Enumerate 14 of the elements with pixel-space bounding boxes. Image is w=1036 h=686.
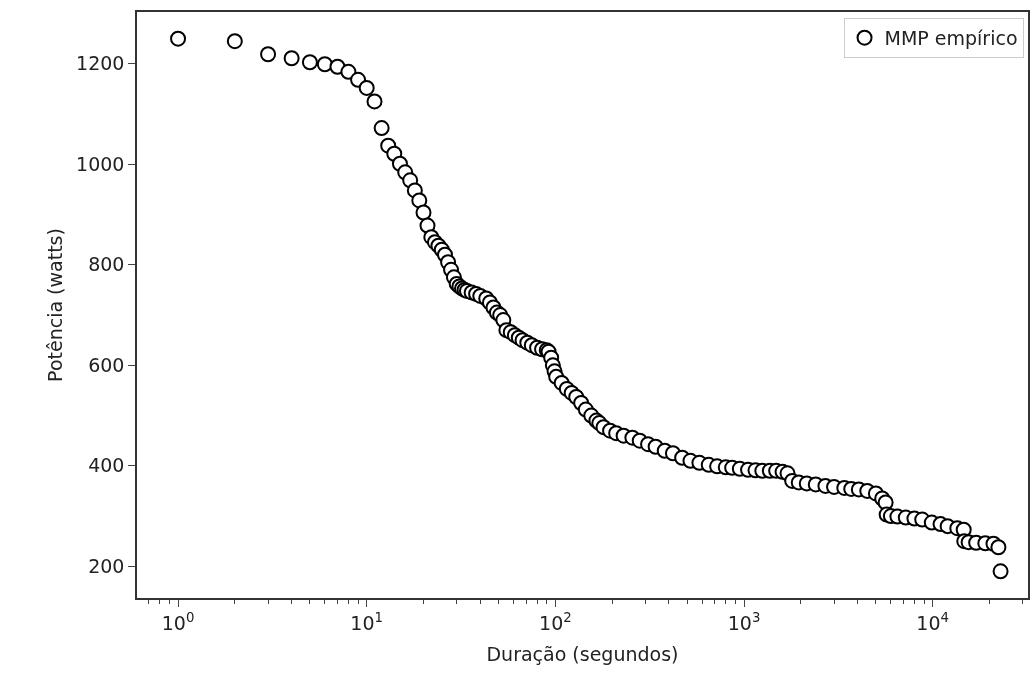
x-tick-label: 10$^{1}$ xyxy=(350,609,384,634)
x-tick-label: 10$^{0}$ xyxy=(161,609,195,634)
x-tick-label: 10$^{4}$ xyxy=(916,609,950,634)
y-tick-label: 800 xyxy=(88,253,125,276)
y-tick-label: 600 xyxy=(88,353,125,376)
legend-label: MMP empírico xyxy=(884,27,1018,50)
x-tick-label: 10$^{2}$ xyxy=(539,609,572,634)
x-tick-label: 10$^{3}$ xyxy=(727,609,761,634)
y-axis-title: Potência (watts) xyxy=(44,228,67,382)
y-tick-label: 400 xyxy=(88,454,125,477)
y-tick-label: 1200 xyxy=(76,52,125,75)
y-tick-label: 200 xyxy=(88,554,125,577)
y-tick-label: 1000 xyxy=(76,152,125,175)
x-axis-title: Duração (segundos) xyxy=(486,642,679,665)
